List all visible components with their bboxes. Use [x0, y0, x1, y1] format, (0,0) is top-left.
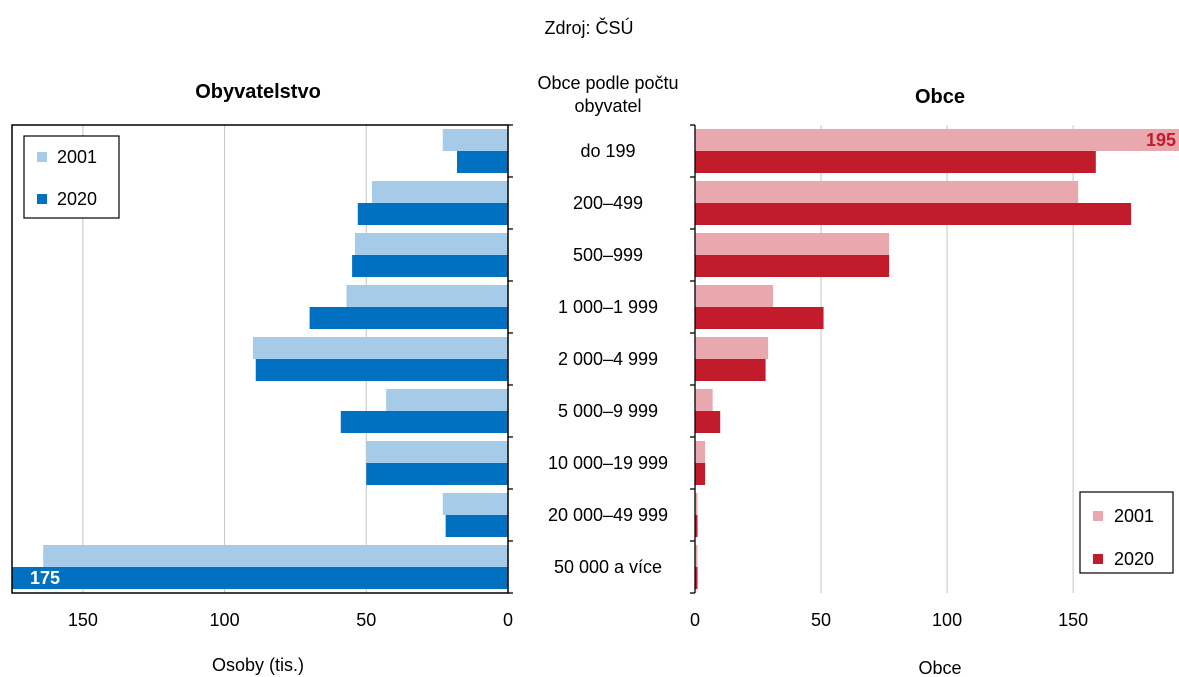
right-bar-2001-1	[695, 129, 1179, 151]
category-label-9: 50 000 a více	[554, 557, 662, 577]
right-legend-label-2020: 2020	[1114, 549, 1154, 569]
category-label-4: 1 000–1 999	[558, 297, 658, 317]
left-legend-label-2001: 2001	[57, 147, 97, 167]
right-bar-2001-8	[695, 493, 698, 515]
left-data-label: 175	[30, 568, 60, 588]
category-axis-title-line-2: obyvatel	[574, 96, 641, 116]
category-label-6: 5 000–9 999	[558, 401, 658, 421]
left-bar-2001-8	[442, 493, 508, 515]
right-legend-label-2001: 2001	[1114, 506, 1154, 526]
right-bar-2020-2	[695, 203, 1132, 225]
right-bar-2001-9	[695, 545, 698, 567]
category-label-2: 200–499	[573, 193, 643, 213]
left-bar-2001-7	[366, 441, 508, 463]
right-panel-axis: 0 50 100 150	[690, 124, 1088, 630]
right-bar-2001-6	[695, 389, 713, 411]
right-bar-2001-5	[695, 337, 769, 359]
left-legend: 2001 2020	[23, 135, 120, 219]
left-bar-2001-3	[354, 233, 508, 255]
left-bar-2001-1	[442, 129, 508, 151]
right-panel-title: Obce	[915, 86, 965, 108]
left-legend-box	[23, 135, 120, 219]
left-panel-bars	[12, 129, 508, 589]
right-x-tick-label-50: 50	[811, 610, 831, 630]
right-legend-swatch-2020	[1093, 554, 1103, 564]
right-bar-2001-4	[695, 285, 774, 307]
right-data-label: 195	[1146, 130, 1176, 150]
left-bar-2001-4	[346, 285, 508, 307]
right-bar-2020-9	[695, 567, 698, 589]
left-x-tick-label-100: 100	[210, 610, 240, 630]
right-legend-swatch-2001	[1093, 511, 1103, 521]
left-bar-2020-8	[445, 515, 508, 537]
left-x-axis-title: Osoby (tis.)	[212, 655, 304, 675]
category-axis-title-line-1: Obce podle počtu	[537, 73, 678, 93]
category-label-3: 500–999	[573, 245, 643, 265]
left-x-tick-label-150: 150	[68, 610, 98, 630]
category-label-1: do 199	[580, 141, 635, 161]
left-bar-2001-9	[43, 545, 508, 567]
right-bar-2020-3	[695, 255, 890, 277]
right-x-tick-label-0: 0	[690, 610, 700, 630]
right-bar-2020-6	[695, 411, 721, 433]
right-bar-2020-5	[695, 359, 766, 381]
left-bar-2020-9	[12, 567, 508, 589]
left-bar-2020-5	[255, 359, 508, 381]
left-panel-frame	[11, 124, 509, 594]
left-bar-2020-1	[456, 151, 508, 173]
left-bar-2020-2	[357, 203, 508, 225]
right-bar-2020-7	[695, 463, 706, 485]
category-label-7: 10 000–19 999	[548, 453, 668, 473]
right-bar-2001-3	[695, 233, 890, 255]
left-bar-2001-5	[252, 337, 508, 359]
right-x-tick-label-100: 100	[932, 610, 962, 630]
right-bar-2020-8	[695, 515, 698, 537]
left-panel-data-labels: 175	[30, 568, 60, 588]
left-x-tick-label-0: 0	[503, 610, 513, 630]
category-label-8: 20 000–49 999	[548, 505, 668, 525]
right-bar-2020-4	[695, 307, 824, 329]
right-legend: 2001 2020	[1079, 491, 1174, 574]
left-bar-2020-7	[366, 463, 508, 485]
left-bar-2020-4	[309, 307, 508, 329]
left-bar-2020-3	[352, 255, 508, 277]
right-bar-2001-7	[695, 441, 706, 463]
left-bar-2020-6	[340, 411, 508, 433]
left-legend-swatch-2001	[37, 152, 47, 162]
right-bar-2020-1	[695, 151, 1096, 173]
right-panel-bars	[695, 129, 1179, 589]
category-label-5: 2 000–4 999	[558, 349, 658, 369]
right-panel-data-labels: 195	[1146, 130, 1176, 150]
left-bar-2001-2	[371, 181, 508, 203]
left-bar-2001-6	[386, 389, 508, 411]
left-legend-label-2020: 2020	[57, 189, 97, 209]
right-x-axis-title: Obce	[918, 658, 961, 677]
category-labels: do 199 200–499 500–999 1 000–1 999 2 000–4 9…	[548, 141, 668, 577]
right-bar-2001-2	[695, 181, 1079, 203]
right-x-tick-label-150: 150	[1058, 610, 1088, 630]
left-legend-swatch-2020	[37, 194, 47, 204]
left-x-tick-label-50: 50	[356, 610, 376, 630]
source-note: Zdroj: ČSÚ	[544, 17, 633, 38]
left-panel-title: Obyvatelstvo	[195, 81, 321, 103]
left-panel-axis: 0 50 100 150	[68, 124, 513, 630]
